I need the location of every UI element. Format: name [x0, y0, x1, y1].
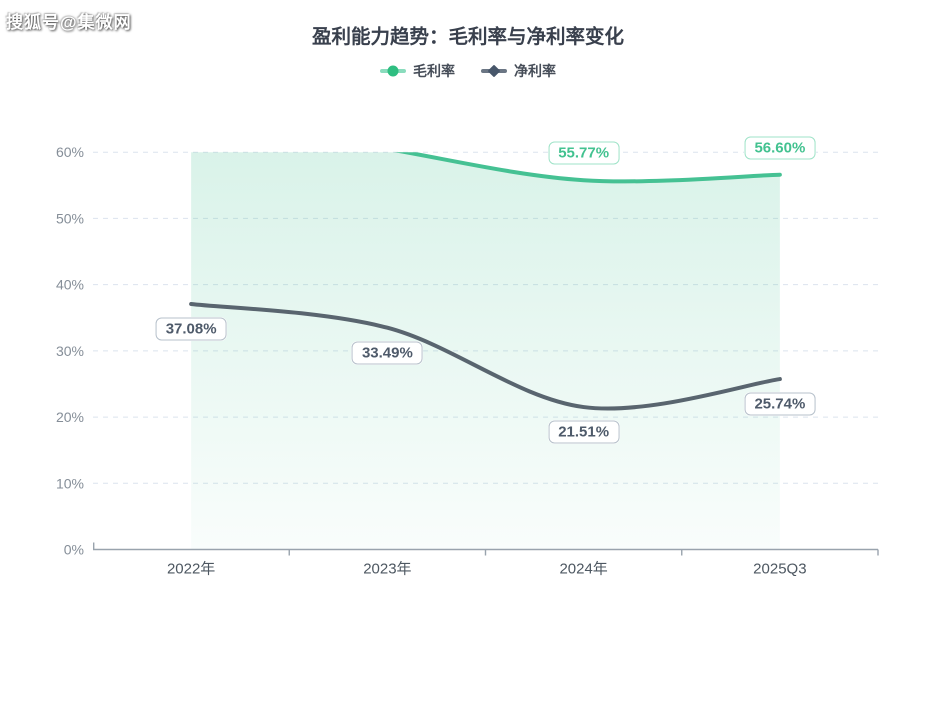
net-margin-line	[189, 301, 782, 411]
legend-line-marker	[380, 65, 406, 77]
legend-item-net-margin[interactable]: 净利率	[481, 61, 556, 81]
y-axis-tick-label: 30%	[56, 343, 84, 359]
chart-title: 盈利能力趋势：毛利率与净利率变化	[311, 26, 624, 48]
legend-line-marker	[481, 64, 507, 78]
watermark: 搜狐号@集微网	[6, 13, 132, 32]
legend-label: 毛利率	[413, 63, 455, 79]
legend-label: 净利率	[514, 63, 556, 79]
diamond-marker-icon	[487, 64, 501, 78]
legend-item-gross-margin[interactable]: 毛利率	[380, 61, 455, 81]
gross-margin-line	[394, 152, 782, 184]
circle-marker-icon	[387, 65, 399, 77]
gross-margin-area	[191, 152, 780, 550]
x-axis-category-label: 2025Q3	[753, 561, 806, 578]
y-axis-tick-label: 10%	[56, 475, 84, 491]
y-axis-tick-label: 20%	[56, 409, 84, 425]
y-axis-tick-label: 40%	[56, 277, 84, 293]
y-axis-tick-label: 50%	[56, 210, 84, 226]
x-axis-category-label: 2024年	[559, 561, 607, 578]
y-axis-tick-label: 60%	[56, 144, 84, 160]
x-axis-category-label: 2023年	[363, 561, 411, 578]
x-axis-category-label: 2022年	[167, 561, 215, 578]
chart-legend: 毛利率 净利率	[0, 61, 936, 81]
y-axis-tick-label: 0%	[64, 542, 84, 558]
